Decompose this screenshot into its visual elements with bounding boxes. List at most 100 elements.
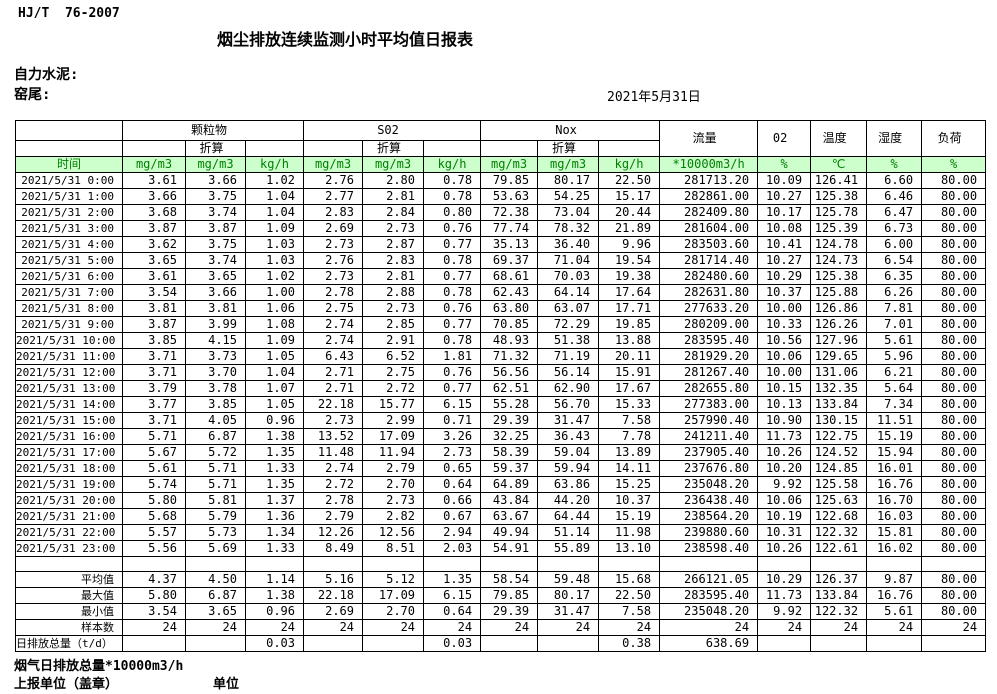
value-cell: 3.71 [122, 348, 186, 365]
value-cell: 2.94 [423, 524, 482, 541]
company-label: 自力水泥: [14, 67, 79, 83]
value-cell: 0.71 [423, 412, 482, 429]
value-cell: 6.87 [185, 428, 246, 445]
value-cell: 2.71 [303, 364, 364, 381]
value-cell [185, 556, 246, 572]
value-cell: 3.87 [122, 220, 186, 237]
value-cell: 3.61 [122, 268, 186, 285]
value-cell: 2.75 [303, 300, 364, 317]
value-cell: 80.00 [921, 492, 987, 509]
value-cell: 235048.20 [659, 476, 759, 493]
summary-row: 平均值 4.37 4.50 1.14 5.16 5.12 1.35 58.54 59.48 15.… [15, 571, 987, 588]
value-cell: 1.35 [423, 571, 482, 588]
value-cell: 15.94 [866, 444, 923, 461]
value-cell: 1.37 [244, 492, 305, 509]
value-cell: 3.87 [185, 220, 246, 237]
value-cell: 3.75 [185, 236, 246, 253]
value-cell: 281267.40 [659, 364, 759, 381]
value-cell: 10.27 [757, 252, 812, 269]
value-cell: 8.51 [362, 540, 425, 557]
data-row: 2021/5/31 21:00 5.68 5.79 1.36 2.79 2.82 0.67 6… [15, 508, 987, 525]
value-cell: 16.03 [866, 508, 923, 525]
value-cell: 80.00 [921, 540, 987, 557]
value-cell: 2.76 [303, 252, 364, 269]
value-cell: 62.43 [480, 284, 539, 301]
value-cell: 126.37 [810, 571, 868, 588]
value-cell: 2.70 [362, 476, 425, 493]
value-cell: 68.61 [480, 268, 539, 285]
value-cell: 3.70 [185, 364, 246, 381]
unit-header: ℃ [810, 156, 868, 173]
value-cell: 5.96 [866, 348, 923, 365]
value-cell: 63.80 [480, 300, 539, 317]
value-cell: 5.61 [122, 460, 186, 477]
time-cell: 2021/5/31 17:00 [15, 444, 123, 461]
page-title: 烟尘排放连续监测小时平均值日报表 [216, 30, 473, 49]
value-cell: 10.00 [757, 300, 812, 317]
value-cell: 0.77 [423, 268, 482, 285]
value-cell: 6.47 [866, 204, 923, 221]
value-cell: 2.78 [303, 284, 364, 301]
value-cell: 2.73 [362, 220, 425, 237]
value-cell: 24 [659, 619, 759, 636]
value-cell: 9.92 [757, 603, 812, 620]
value-cell [810, 635, 868, 652]
group-header-particulate: 颗粒物 [121, 120, 305, 141]
value-cell [303, 635, 364, 652]
value-cell: 10.26 [757, 444, 812, 461]
value-cell: 35.13 [480, 236, 539, 253]
value-cell: 127.96 [810, 332, 868, 349]
value-cell: 10.29 [757, 268, 812, 285]
value-cell: 282631.80 [659, 284, 759, 301]
value-cell: 63.86 [537, 476, 600, 493]
value-cell: 10.90 [757, 412, 812, 429]
value-cell: 58.39 [480, 444, 539, 461]
value-cell: 238598.40 [659, 540, 759, 557]
value-cell: 14.11 [598, 460, 661, 477]
value-cell: 3.73 [185, 348, 246, 365]
value-cell: 125.88 [810, 284, 868, 301]
value-cell: 11.48 [303, 444, 364, 461]
value-cell: 6.15 [423, 587, 482, 604]
value-cell: 16.70 [866, 492, 923, 509]
value-cell: 80.00 [921, 508, 987, 525]
value-cell [921, 556, 987, 572]
value-cell: 0.78 [423, 172, 482, 189]
value-cell: 281929.20 [659, 348, 759, 365]
value-cell: 24 [537, 619, 600, 636]
value-cell: 3.62 [122, 236, 186, 253]
value-cell: 80.00 [921, 444, 987, 461]
empty-header-cell [480, 140, 539, 157]
value-cell: 10.27 [757, 188, 812, 205]
value-cell: 22.18 [303, 396, 364, 413]
unit-header: % [757, 156, 812, 173]
value-cell: 19.54 [598, 252, 661, 269]
value-cell: 24 [921, 619, 987, 636]
value-cell: 133.84 [810, 396, 868, 413]
value-cell: 80.00 [921, 252, 987, 269]
value-cell: 80.00 [921, 524, 987, 541]
value-cell: 72.38 [480, 204, 539, 221]
empty-header-cell [303, 140, 364, 157]
unit-header: kg/h [598, 156, 661, 173]
value-cell: 9.96 [598, 236, 661, 253]
value-cell: 126.86 [810, 300, 868, 317]
group-header-so2: S02 [303, 120, 482, 141]
value-cell: 5.79 [185, 508, 246, 525]
value-cell: 11.73 [757, 428, 812, 445]
summary-label: 最大值 [15, 587, 123, 604]
value-cell: 5.61 [866, 603, 923, 620]
value-cell: 80.00 [921, 428, 987, 445]
value-cell: 55.89 [537, 540, 600, 557]
value-cell: 1.33 [244, 540, 305, 557]
value-cell: 6.43 [303, 348, 364, 365]
value-cell [537, 556, 600, 572]
value-cell: 6.87 [185, 587, 246, 604]
time-cell: 2021/5/31 18:00 [15, 460, 123, 477]
value-cell: 124.78 [810, 236, 868, 253]
time-cell: 2021/5/31 4:00 [15, 236, 123, 253]
value-cell: 2.74 [303, 332, 364, 349]
value-cell [362, 556, 425, 572]
value-cell: 1.04 [244, 364, 305, 381]
value-cell: 1.35 [244, 476, 305, 493]
